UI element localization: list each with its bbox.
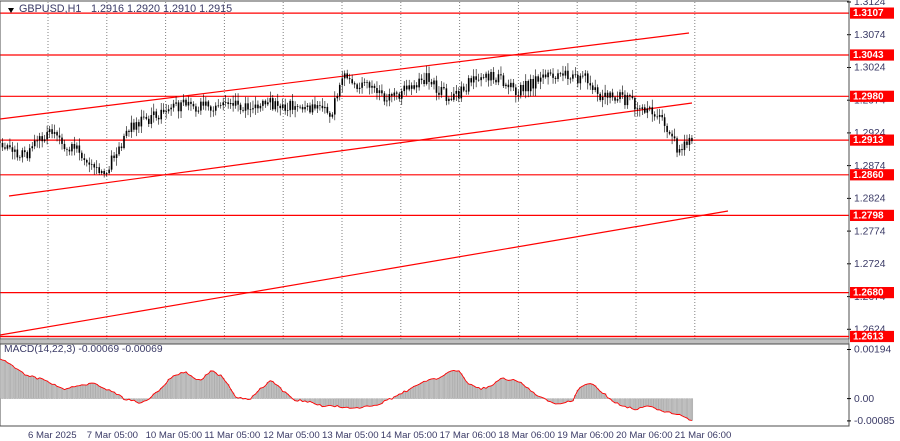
svg-text:18 Mar 06:00: 18 Mar 06:00 xyxy=(498,430,555,441)
svg-text:0.00: 0.00 xyxy=(854,394,874,405)
svg-text:11 Mar 05:00: 11 Mar 05:00 xyxy=(204,430,260,441)
svg-text:1.2980: 1.2980 xyxy=(853,91,884,102)
svg-text:17 Mar 06:00: 17 Mar 06:00 xyxy=(440,430,497,441)
svg-text:GBPUSD,H1: GBPUSD,H1 xyxy=(19,3,81,15)
svg-text:1.2798: 1.2798 xyxy=(853,211,884,222)
svg-text:1.3124: 1.3124 xyxy=(854,0,886,8)
svg-text:1.2613: 1.2613 xyxy=(853,332,884,343)
svg-text:1.2824: 1.2824 xyxy=(854,194,886,205)
svg-text:12 Mar 05:00: 12 Mar 05:00 xyxy=(263,430,320,441)
svg-text:1.3107: 1.3107 xyxy=(853,8,884,19)
svg-text:1.3024: 1.3024 xyxy=(854,63,886,74)
svg-text:14 Mar 05:00: 14 Mar 05:00 xyxy=(381,430,438,441)
svg-text:1.3074: 1.3074 xyxy=(854,30,886,41)
svg-text:10 Mar 05:00: 10 Mar 05:00 xyxy=(146,430,203,441)
svg-text:MACD(14,22,3) -0.00069 -0.0006: MACD(14,22,3) -0.00069 -0.00069 xyxy=(4,344,163,355)
svg-text:6 Mar 2025: 6 Mar 2025 xyxy=(28,430,77,441)
svg-text:1.2774: 1.2774 xyxy=(854,226,886,237)
svg-text:13 Mar 05:00: 13 Mar 05:00 xyxy=(322,430,379,441)
svg-text:1.2916 1.2920 1.2910 1.2915: 1.2916 1.2920 1.2910 1.2915 xyxy=(91,3,232,15)
svg-text:1.3043: 1.3043 xyxy=(853,50,884,61)
svg-text:7 Mar 05:00: 7 Mar 05:00 xyxy=(87,430,138,441)
svg-text:1.2680: 1.2680 xyxy=(853,288,884,299)
svg-text:21 Mar 06:00: 21 Mar 06:00 xyxy=(675,430,732,441)
svg-text:1.2724: 1.2724 xyxy=(854,259,886,270)
svg-text:-0.00085: -0.00085 xyxy=(854,416,895,427)
svg-text:0.00194: 0.00194 xyxy=(854,345,891,356)
svg-text:1.2860: 1.2860 xyxy=(853,170,884,181)
svg-text:1.2913: 1.2913 xyxy=(853,135,884,146)
svg-text:19 Mar 06:00: 19 Mar 06:00 xyxy=(557,430,614,441)
svg-text:20 Mar 06:00: 20 Mar 06:00 xyxy=(616,430,673,441)
